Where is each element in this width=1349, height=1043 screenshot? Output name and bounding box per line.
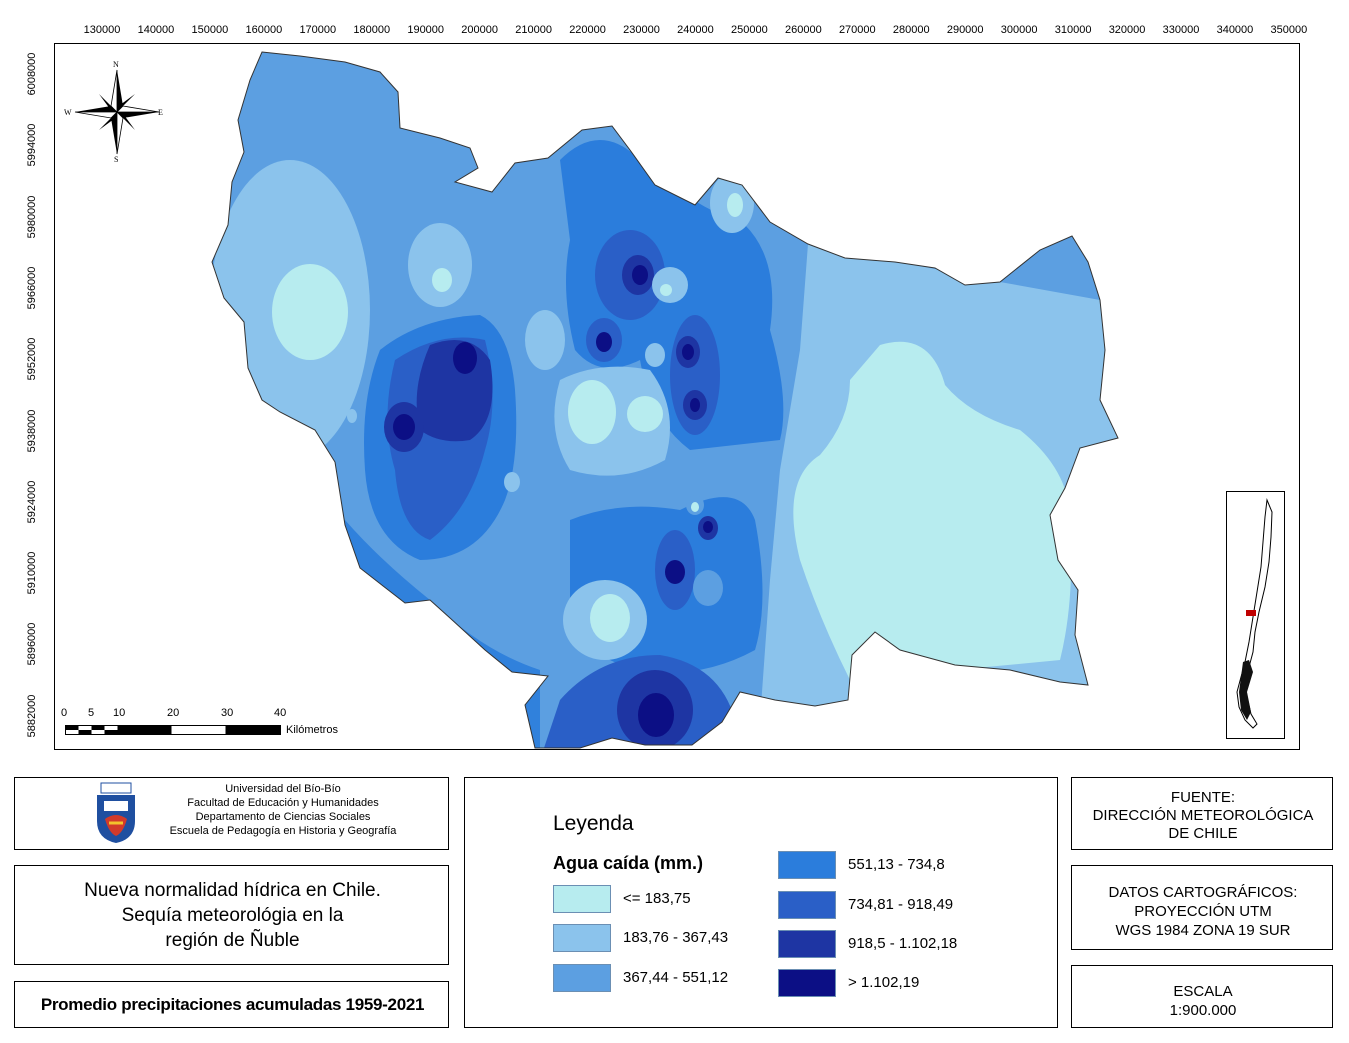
institution-line: Departamento de Ciencias Sociales — [195, 811, 371, 823]
scale-line: 1:900.000 — [1169, 1002, 1237, 1019]
north-label: N — [113, 60, 119, 69]
x-tick-label: 230000 — [623, 24, 660, 36]
legend-swatch — [553, 885, 611, 913]
legend-swatch — [553, 964, 611, 992]
x-tick-label: 130000 — [83, 24, 121, 36]
east-label: E — [158, 108, 163, 117]
x-tick-label: 180000 — [353, 24, 391, 36]
scalebar-tick: 20 — [167, 707, 180, 719]
legend-swatch — [553, 924, 611, 952]
institution-line: Facultad de Educación y Humanidades — [187, 797, 379, 809]
x-tick-label: 310000 — [1054, 24, 1092, 36]
x-tick-label: 240000 — [677, 24, 714, 36]
institution-line: Universidad del Bío-Bío — [225, 783, 341, 795]
x-tick-label: 210000 — [515, 24, 552, 36]
legend-label: > 1.102,19 — [848, 974, 920, 991]
legend-label: 367,44 - 551,12 — [623, 969, 729, 986]
x-tick-label: 280000 — [892, 24, 930, 36]
institution-panel: Universidad del Bío-Bío Facultad de Educ… — [14, 777, 449, 850]
x-tick-label: 270000 — [838, 24, 876, 36]
scale-line: ESCALA — [1173, 983, 1233, 1000]
map-title-line3: región de Ñuble — [165, 930, 300, 951]
cartographic-panel: DATOS CARTOGRÁFICOS: PROYECCIÓN UTM WGS … — [1071, 865, 1333, 950]
x-tick-label: 140000 — [137, 24, 175, 36]
x-tick-label: 260000 — [784, 24, 822, 36]
legend-heading: Leyenda — [553, 812, 634, 835]
title-panel: Nueva normalidad hídrica en Chile. Sequí… — [14, 865, 449, 965]
west-label: W — [64, 108, 72, 117]
scalebar-tick: 0 — [61, 707, 68, 719]
legend-panel: Leyenda Agua caída (mm.) <= 183,75 183,76… — [464, 777, 1058, 1028]
x-tick-label: 340000 — [1216, 24, 1254, 36]
map-subtitle: Promedio precipitaciones acumuladas 1959… — [40, 995, 425, 1014]
compass-rose-icon — [74, 69, 160, 155]
university-crest-icon — [97, 782, 135, 843]
x-tick-label: 290000 — [946, 24, 984, 36]
x-tick-label: 350000 — [1270, 24, 1308, 36]
x-tick-label: 330000 — [1162, 24, 1200, 36]
chile-locator-inset — [1226, 491, 1285, 739]
map-title-line2: Sequía meteorológia en la — [121, 905, 344, 926]
scale-panel: ESCALA 1:900.000 — [1071, 965, 1333, 1028]
scalebar-tick: 30 — [221, 707, 234, 719]
x-tick-label: 190000 — [407, 24, 445, 36]
source-line: DE CHILE — [1168, 825, 1238, 842]
source-line: FUENTE: — [1170, 789, 1236, 806]
x-tick-label: 320000 — [1108, 24, 1146, 36]
x-tick-label: 170000 — [299, 24, 337, 36]
x-tick-label: 300000 — [1000, 24, 1038, 36]
source-panel: FUENTE: DIRECCIÓN METEOROLÓGICA DE CHILE — [1071, 777, 1333, 850]
legend-variable: Agua caída (mm.) — [553, 853, 704, 873]
legend-label: 734,81 - 918,49 — [848, 896, 954, 913]
legend-label: 551,13 - 734,8 — [848, 856, 945, 873]
legend-label: <= 183,75 — [623, 890, 691, 907]
legend-swatch — [778, 891, 836, 919]
chile-outline-icon — [1236, 498, 1273, 729]
scalebar-bar — [65, 725, 281, 735]
subtitle-panel: Promedio precipitaciones acumuladas 1959… — [14, 981, 449, 1028]
legend-swatch — [778, 851, 836, 879]
scalebar-tick: 10 — [113, 707, 126, 719]
x-tick-label: 160000 — [245, 24, 283, 36]
legend-swatch — [778, 969, 836, 997]
carto-line: WGS 1984 ZONA 19 SUR — [1115, 922, 1291, 939]
institution-line: Escuela de Pedagogía en Historia y Geogr… — [169, 825, 397, 837]
x-tick-label: 250000 — [731, 24, 768, 36]
scalebar-unit: Kilómetros — [286, 724, 338, 736]
legend-swatch — [778, 930, 836, 958]
south-label: S — [114, 155, 119, 164]
carto-line: PROYECCIÓN UTM — [1134, 903, 1272, 920]
x-tick-label: 150000 — [191, 24, 229, 36]
legend-label: 918,5 - 1.102,18 — [848, 935, 958, 952]
x-tick-label: 200000 — [461, 24, 498, 36]
map-title-line1: Nueva normalidad hídrica en Chile. — [84, 880, 381, 901]
x-tick-label: 220000 — [569, 24, 606, 36]
scalebar-tick: 5 — [88, 707, 95, 719]
carto-line: DATOS CARTOGRÁFICOS: — [1108, 884, 1298, 901]
source-line: DIRECCIÓN METEOROLÓGICA — [1092, 807, 1314, 824]
legend-label: 183,76 - 367,43 — [623, 929, 729, 946]
scalebar-tick: 40 — [274, 707, 287, 719]
